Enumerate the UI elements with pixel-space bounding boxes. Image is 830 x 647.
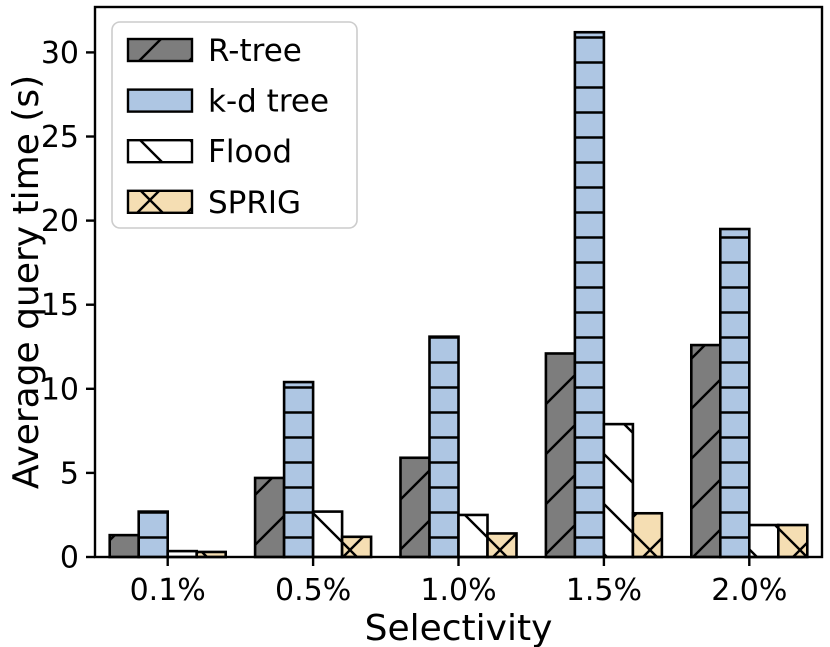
y-axis-title: Average query time (s) (6, 75, 47, 489)
x-tick-label: 2.0% (711, 573, 787, 608)
legend-swatch-hatch (128, 39, 192, 61)
x-tick-label: 0.1% (130, 573, 206, 608)
legend-swatch-hatch (128, 190, 192, 213)
legend-label: k-d tree (208, 84, 329, 120)
legend-item-sprig: SPRIG (126, 185, 301, 221)
bar-hatch (778, 525, 808, 557)
legend-swatch-hatch (128, 89, 192, 112)
bar-hatch (458, 514, 488, 557)
bar-hatch (429, 336, 459, 557)
legend-swatch-border (126, 189, 194, 215)
y-tick-label: 15 (41, 288, 79, 323)
x-axis-title: Selectivity (365, 608, 553, 647)
y-tick-label: 0 (60, 541, 79, 576)
legend-label: SPRIG (208, 185, 301, 221)
bar-hatch (138, 511, 168, 557)
bar-hatch (342, 536, 372, 557)
legend-label: R-tree (208, 33, 302, 69)
bar-hatch (196, 551, 226, 557)
x-axis: 0.1% 0.5% 1.0% 1.5% 2.0% (130, 557, 787, 608)
y-tick-label: 25 (41, 120, 79, 155)
bar-hatch (400, 457, 430, 557)
bar-hatch (284, 382, 314, 557)
bar-hatch (545, 353, 575, 557)
y-tick-label: 10 (41, 372, 79, 407)
legend-swatch-border (126, 88, 194, 113)
x-tick-label: 0.5% (275, 573, 351, 608)
bar-hatch (487, 533, 517, 557)
legend: R-tree k-d tree Flood SPRIG (111, 21, 358, 229)
bar-hatch (255, 477, 285, 557)
y-tick-label: 5 (60, 456, 79, 491)
x-tick-label: 1.0% (420, 573, 496, 608)
bar-hatch (749, 525, 779, 557)
bar-hatch (167, 551, 197, 557)
legend-item-flood: Flood (126, 134, 292, 170)
bar-hatch (603, 424, 633, 557)
legend-label: Flood (208, 134, 292, 170)
y-tick-label: 20 (41, 204, 79, 239)
bar-hatch (313, 511, 343, 557)
y-axis: 0 5 10 15 20 25 30 (41, 36, 95, 576)
legend-item-k-d-tree: k-d tree (126, 84, 329, 120)
bars-group (108, 30, 809, 559)
bar-hatch (574, 32, 604, 557)
bar-hatch (691, 345, 721, 557)
legend-box (111, 21, 358, 229)
legend-swatch-border (126, 138, 194, 164)
bar-hatch (632, 513, 662, 557)
bar-hatch (720, 229, 750, 557)
legend-swatch-hatch (128, 140, 192, 163)
y-tick-label: 30 (41, 36, 79, 71)
legend-item-r-tree: R-tree (126, 33, 302, 69)
legend-swatch-border (126, 37, 194, 63)
x-tick-label: 1.5% (566, 573, 642, 608)
bar-hatch (109, 535, 139, 557)
